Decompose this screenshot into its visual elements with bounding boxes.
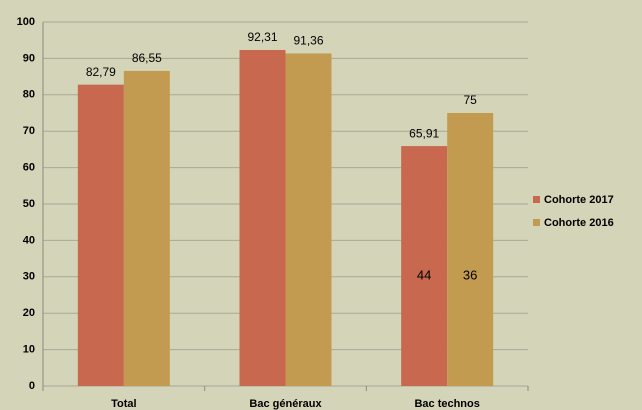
y-tick-label: 20 xyxy=(23,307,35,319)
legend-label: Cohorte 2017 xyxy=(544,194,614,206)
y-tick-label: 80 xyxy=(23,89,35,101)
bar xyxy=(123,70,170,386)
value-label: 86,55 xyxy=(132,51,162,65)
bar xyxy=(285,53,332,387)
value-label: 92,31 xyxy=(247,30,277,44)
y-tick-label: 100 xyxy=(17,16,35,28)
y-tick-label: 50 xyxy=(23,198,35,210)
bar xyxy=(401,146,448,386)
x-tick-label: Total xyxy=(111,398,136,410)
y-tick-label: 40 xyxy=(23,234,35,246)
x-tick-label: Bac technos xyxy=(414,398,479,410)
x-tick-label: Bac généraux xyxy=(249,398,322,410)
bar xyxy=(239,49,286,386)
legend-label: Cohorte 2016 xyxy=(544,217,614,229)
y-tick-label: 10 xyxy=(23,344,35,356)
legend-swatch xyxy=(533,219,540,226)
value-label: 82,79 xyxy=(86,65,116,79)
legend-swatch xyxy=(533,196,540,203)
value-label: 75 xyxy=(463,93,477,107)
annotation: 36 xyxy=(463,267,477,282)
bar xyxy=(77,84,124,386)
y-tick-label: 70 xyxy=(23,125,35,137)
annotation: 44 xyxy=(417,267,431,282)
y-tick-label: 90 xyxy=(23,52,35,64)
y-tick-label: 30 xyxy=(23,271,35,283)
y-tick-label: 60 xyxy=(23,162,35,174)
value-label: 91,36 xyxy=(293,34,323,48)
value-label: 65,91 xyxy=(409,126,439,140)
y-tick-label: 0 xyxy=(29,380,35,392)
bar xyxy=(447,113,494,386)
